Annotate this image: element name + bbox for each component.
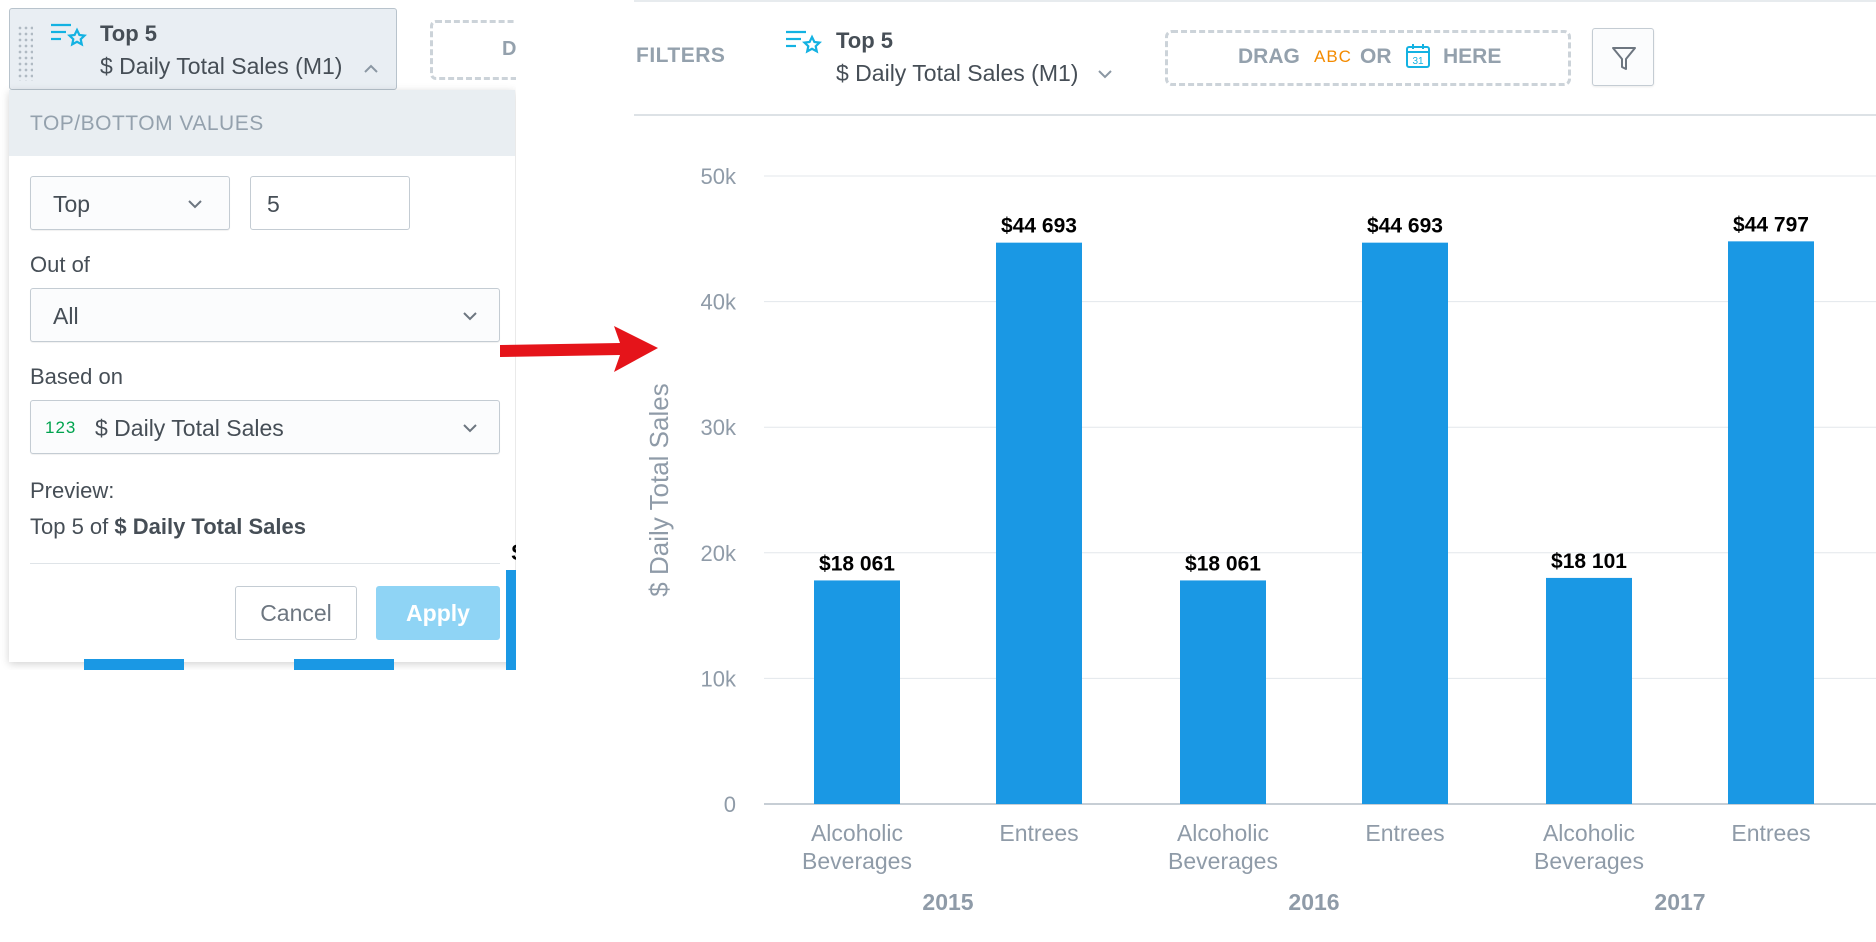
count-input-value: 5: [267, 191, 280, 217]
based-on-select-value: $ Daily Total Sales: [95, 415, 284, 441]
chevron-down-icon: [188, 200, 202, 209]
red-arrow-annotation: [500, 326, 658, 372]
data-label: $44 797: [1733, 213, 1809, 236]
bar[interactable]: [1362, 242, 1448, 805]
y-tick-label: 30k: [701, 415, 737, 440]
drag-zone-partial[interactable]: [430, 20, 516, 80]
chip-title: Top 5: [836, 28, 894, 53]
bar[interactable]: [1728, 241, 1814, 804]
x-group-label: 2015: [922, 889, 973, 915]
count-input[interactable]: 5: [250, 176, 410, 230]
dropdown-header-text: TOP/BOTTOM VALUES: [30, 112, 264, 135]
background-bar-peek: [506, 570, 516, 670]
ranking-filter-icon: [786, 30, 822, 54]
out-of-label: Out of: [30, 252, 90, 277]
x-category-label: Alcoholic: [1177, 820, 1269, 846]
abc-attribute-icon: ABC: [1314, 47, 1352, 66]
direction-select[interactable]: Top: [30, 176, 230, 230]
preview-prefix: Top 5 of: [30, 514, 115, 539]
x-category-label: Entrees: [1731, 820, 1810, 846]
x-group-label: 2017: [1654, 889, 1705, 915]
filters-label: FILTERS: [636, 44, 726, 67]
metric-number-icon: 123: [45, 418, 77, 437]
x-category-label: Beverages: [1168, 848, 1278, 874]
filter-funnel-button[interactable]: [1592, 28, 1654, 86]
x-category-label: Entrees: [999, 820, 1078, 846]
here-word: HERE: [1443, 45, 1502, 68]
chevron-down-icon: [463, 312, 477, 321]
dropdown-divider: [30, 563, 500, 564]
drag-zone-partial-text: D: [502, 38, 516, 60]
top-border: [634, 0, 1876, 2]
x-category-label: Beverages: [802, 848, 912, 874]
top5-filter-chip[interactable]: Top 5 $ Daily Total Sales (M1): [780, 24, 1120, 90]
background-label-peek: S: [511, 540, 516, 566]
x-category-label: Alcoholic: [811, 820, 903, 846]
y-tick-label: 40k: [701, 290, 737, 315]
chevron-down-icon: [463, 424, 477, 433]
y-tick-label: 10k: [701, 666, 737, 691]
data-label: $18 061: [1185, 552, 1261, 575]
background-bar-peek: [84, 659, 184, 670]
y-tick-label: 20k: [701, 541, 737, 566]
x-category-label: Entrees: [1365, 820, 1444, 846]
bar[interactable]: [1180, 580, 1266, 804]
bar[interactable]: [814, 580, 900, 804]
ranking-filter-icon: [51, 23, 87, 47]
background-bar-peek: [294, 659, 394, 670]
y-axis-ticks: 0 10k 20k 30k 40k 50k: [701, 164, 737, 817]
top5-filter-chip-open[interactable]: Top 5 $ Daily Total Sales (M1): [9, 8, 397, 90]
data-label: $44 693: [1001, 215, 1077, 238]
apply-button[interactable]: Apply: [376, 586, 500, 640]
y-axis-title: $ Daily Total Sales: [644, 383, 674, 596]
or-word: OR: [1360, 45, 1392, 68]
drag-handle-icon[interactable]: [17, 25, 33, 81]
chip-subtitle: $ Daily Total Sales (M1): [100, 53, 343, 79]
x-category-label: Beverages: [1534, 848, 1644, 874]
data-label: $18 061: [819, 552, 895, 575]
data-label: $18 101: [1551, 550, 1627, 573]
dropdown-header: TOP/BOTTOM VALUES: [9, 90, 515, 156]
y-tick-label: 50k: [701, 164, 737, 189]
preview-metric: $ Daily Total Sales: [114, 514, 306, 539]
chip-title: Top 5: [100, 21, 158, 46]
bars: [814, 241, 1814, 805]
bar[interactable]: [996, 242, 1082, 805]
bar[interactable]: [1546, 577, 1632, 804]
chevron-down-icon: [1098, 70, 1112, 79]
y-tick-label: 0: [724, 792, 736, 817]
drag-drop-zone[interactable]: [1165, 30, 1571, 86]
x-category-label: Alcoholic: [1543, 820, 1635, 846]
grid-lines: [764, 175, 1876, 805]
x-axis-groups: 2015 2016 2017: [922, 889, 1705, 915]
chip-subtitle: $ Daily Total Sales (M1): [836, 60, 1079, 86]
direction-select-value: Top: [53, 191, 91, 217]
cancel-button[interactable]: Cancel: [235, 586, 357, 640]
chevron-up-icon[interactable]: [362, 63, 380, 75]
funnel-icon: [1612, 47, 1636, 70]
drag-word: DRAG: [1238, 45, 1300, 68]
data-labels: $18 061 $44 693 $18 061 $44 693 $18 101 $44 7…: [819, 213, 1809, 575]
based-on-select[interactable]: 123 $ Daily Total Sales: [30, 400, 500, 454]
preview-text: Top 5 of $ Daily Total Sales: [30, 514, 306, 540]
filter-dropdown-screenshot: Top 5 $ Daily Total Sales (M1) D TOP/BOT…: [0, 0, 516, 670]
based-on-label: Based on: [30, 364, 123, 389]
preview-label: Preview:: [30, 478, 115, 503]
out-of-select-value: All: [53, 303, 79, 329]
x-group-label: 2016: [1288, 889, 1339, 915]
bar-chart: 0 10k 20k 30k 40k 50k $18 061 $44 693 $18 061 $4…: [644, 164, 1876, 915]
top-bottom-values-dropdown: TOP/BOTTOM VALUES Top 5 Out of All Based…: [9, 90, 515, 662]
calendar-date-icon: 31: [1406, 44, 1430, 68]
header-divider: [634, 114, 1876, 116]
data-label: $44 693: [1367, 215, 1443, 238]
out-of-select[interactable]: All: [30, 288, 500, 342]
calendar-number: 31: [1412, 56, 1424, 67]
